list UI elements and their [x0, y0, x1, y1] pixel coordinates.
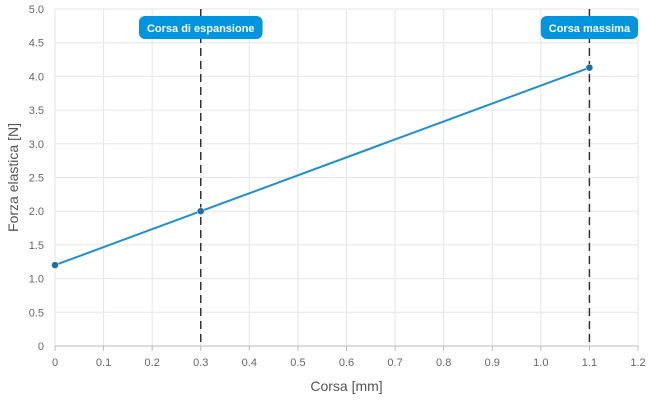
annotation-label: Corsa massima: [540, 16, 639, 39]
annotation-label-box: [540, 16, 639, 39]
data-point: [197, 207, 205, 215]
y-tick-label: 4.0: [29, 71, 44, 83]
y-tick-label: 0.5: [29, 307, 44, 319]
annotation-label-text: Corsa massima: [549, 23, 631, 35]
x-tick-label: 0.5: [290, 357, 305, 369]
annotation-label: Corsa di espansione: [138, 16, 263, 39]
y-tick-label: 1.0: [29, 274, 44, 286]
annotation-label-text: Corsa di espansione: [147, 23, 255, 35]
x-tick-label: 0.6: [339, 357, 354, 369]
series: [54, 66, 590, 267]
series-line: [54, 66, 590, 267]
y-tick-label: 2.5: [29, 173, 44, 185]
x-tick-label: 0.1: [96, 357, 111, 369]
grid: [54, 8, 639, 346]
y-tick-label: 2.0: [29, 206, 44, 218]
y-tick-label: 1.5: [29, 240, 44, 252]
x-tick-label: 1.2: [630, 357, 645, 369]
x-tick-label: 0.8: [436, 357, 451, 369]
x-tick-label: 0.9: [485, 357, 500, 369]
data-point: [51, 261, 59, 269]
x-tick-label: 0.4: [242, 357, 257, 369]
x-tick-label: 1.0: [533, 357, 548, 369]
annotation-label-box: [138, 16, 263, 39]
y-tick-labels: 0 0.5 1.0 1.5 2.0 2.5 3.0 3.5 4.0 4.5 5.0: [29, 4, 44, 353]
y-tick-label: 0: [38, 341, 44, 353]
x-tick-labels: 0 0.1 0.2 0.3 0.4 0.5 0.6 0.7 0.8 0.9 1.0 1.1 1.2: [52, 346, 646, 369]
y-tick-label: 3.5: [29, 105, 44, 117]
y-tick-label: 4.5: [29, 38, 44, 50]
data-point: [585, 63, 594, 72]
x-axis-title: Corsa [mm]: [310, 378, 382, 394]
y-tick-label: 5.0: [29, 4, 44, 16]
x-tick-label: 0: [52, 357, 58, 369]
y-axis-title: Forza elastica [N]: [5, 123, 21, 232]
x-tick-label: 1.1: [582, 357, 597, 369]
y-tick-label: 3.0: [29, 139, 44, 151]
points: [51, 63, 594, 269]
annotation-labels: Corsa di espansione Corsa massima: [138, 16, 639, 39]
x-tick-label: 0.3: [193, 357, 208, 369]
x-tick-label: 0.2: [145, 357, 160, 369]
x-tick-label: 0.7: [387, 357, 402, 369]
